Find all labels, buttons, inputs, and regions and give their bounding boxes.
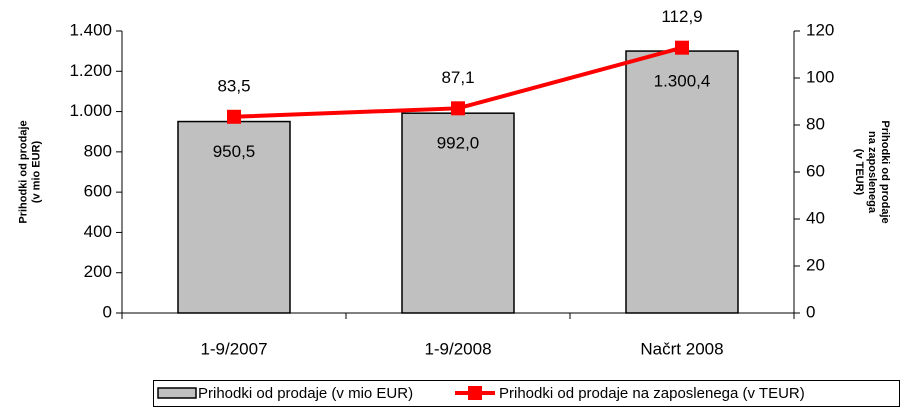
line-marker [451, 101, 465, 116]
y-tick-label: 1.200 [69, 61, 112, 80]
y-tick-label: 1.400 [69, 20, 112, 39]
x-tick-label: 1-9/2008 [424, 339, 491, 358]
line-marker [675, 40, 689, 55]
legend-marker [468, 386, 482, 400]
y-axis-title-line: Prihodki od prodaje [17, 120, 29, 223]
y2-tick-label: 0 [806, 302, 815, 321]
line-value-label: 83,5 [217, 76, 250, 95]
line-value-label: 87,1 [441, 68, 474, 87]
legend-swatch [157, 387, 197, 399]
y2-tick-label: 20 [806, 255, 825, 274]
y2-tick-label: 60 [806, 161, 825, 180]
y-tick-label: 0 [103, 302, 112, 321]
bar [401, 112, 515, 314]
bar [625, 50, 739, 314]
x-tick-label: Načrt 2008 [640, 339, 723, 358]
y-tick-label: 800 [84, 141, 112, 160]
legend-label: Prihodki od prodaje (v mio EUR) [198, 385, 413, 402]
line-marker [227, 109, 241, 124]
y-tick-label: 200 [84, 262, 112, 281]
bar [177, 120, 291, 314]
y2-axis-title-line: Prihodki od prodaje [879, 120, 891, 223]
y-tick-label: 400 [84, 222, 112, 241]
legend-label: Prihodki od prodaje na zaposlenega (v TE… [499, 385, 805, 402]
legend-box [153, 380, 900, 407]
y2-tick-label: 80 [806, 114, 825, 133]
y-axis-title: Prihodki od prodaje (v mio EUR) [17, 120, 42, 223]
x-tick-label: 1-9/2007 [200, 339, 267, 358]
line-value-label: 112,9 [661, 7, 702, 26]
y2-axis-title-line: na zaposlenega [866, 131, 878, 214]
bar-value-label: 1.300,4 [654, 72, 711, 91]
y-tick-label: 600 [84, 182, 112, 201]
y2-tick-label: 40 [806, 208, 825, 227]
y-tick-label: 1.000 [69, 101, 112, 120]
y2-tick-label: 120 [806, 20, 834, 39]
y2-axis-title-line: (v TEUR) [853, 149, 865, 196]
bar-value-label: 950,5 [213, 142, 256, 161]
bar-value-label: 992,0 [437, 134, 480, 153]
y2-tick-label: 100 [806, 67, 834, 86]
y-axis-title-line: (v mio EUR) [30, 140, 42, 203]
